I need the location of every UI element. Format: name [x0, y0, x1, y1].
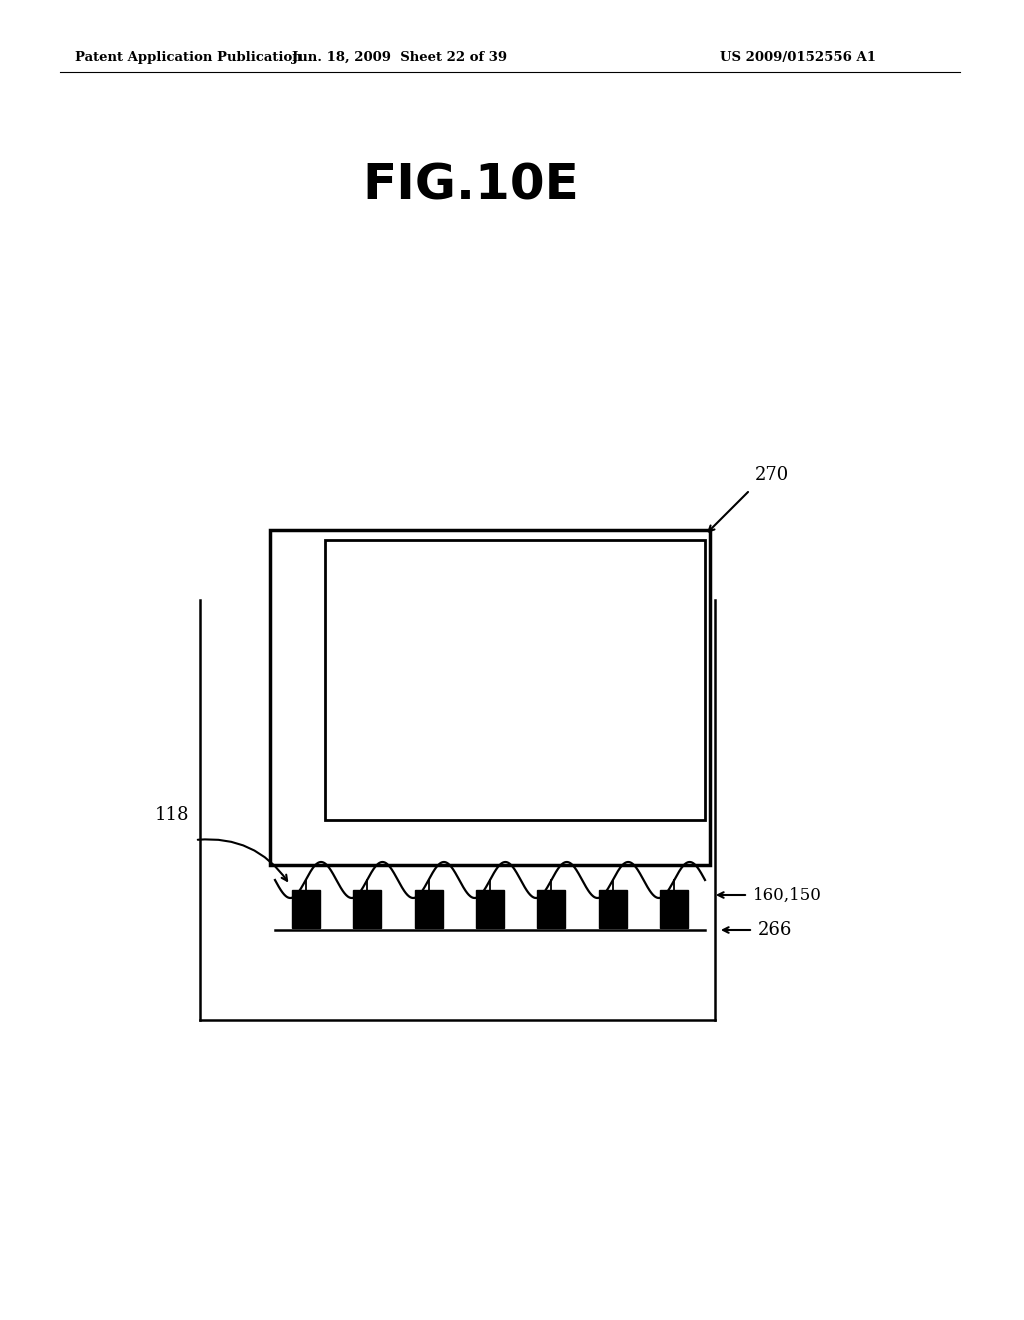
- Text: 266: 266: [758, 921, 793, 939]
- Text: Patent Application Publication: Patent Application Publication: [75, 51, 302, 65]
- Bar: [538, 890, 565, 928]
- Text: US 2009/0152556 A1: US 2009/0152556 A1: [720, 51, 876, 65]
- Text: 270: 270: [755, 466, 790, 484]
- Bar: [292, 890, 319, 928]
- Bar: [415, 890, 442, 928]
- Bar: [599, 890, 627, 928]
- Bar: [660, 890, 688, 928]
- Bar: [270, 531, 710, 865]
- Bar: [353, 890, 381, 928]
- Text: FIG.10E: FIG.10E: [362, 161, 580, 209]
- Text: 118: 118: [155, 807, 189, 824]
- Bar: [476, 890, 504, 928]
- Text: 160,150: 160,150: [753, 887, 822, 903]
- Bar: [325, 540, 705, 820]
- Text: Jun. 18, 2009  Sheet 22 of 39: Jun. 18, 2009 Sheet 22 of 39: [293, 51, 508, 65]
